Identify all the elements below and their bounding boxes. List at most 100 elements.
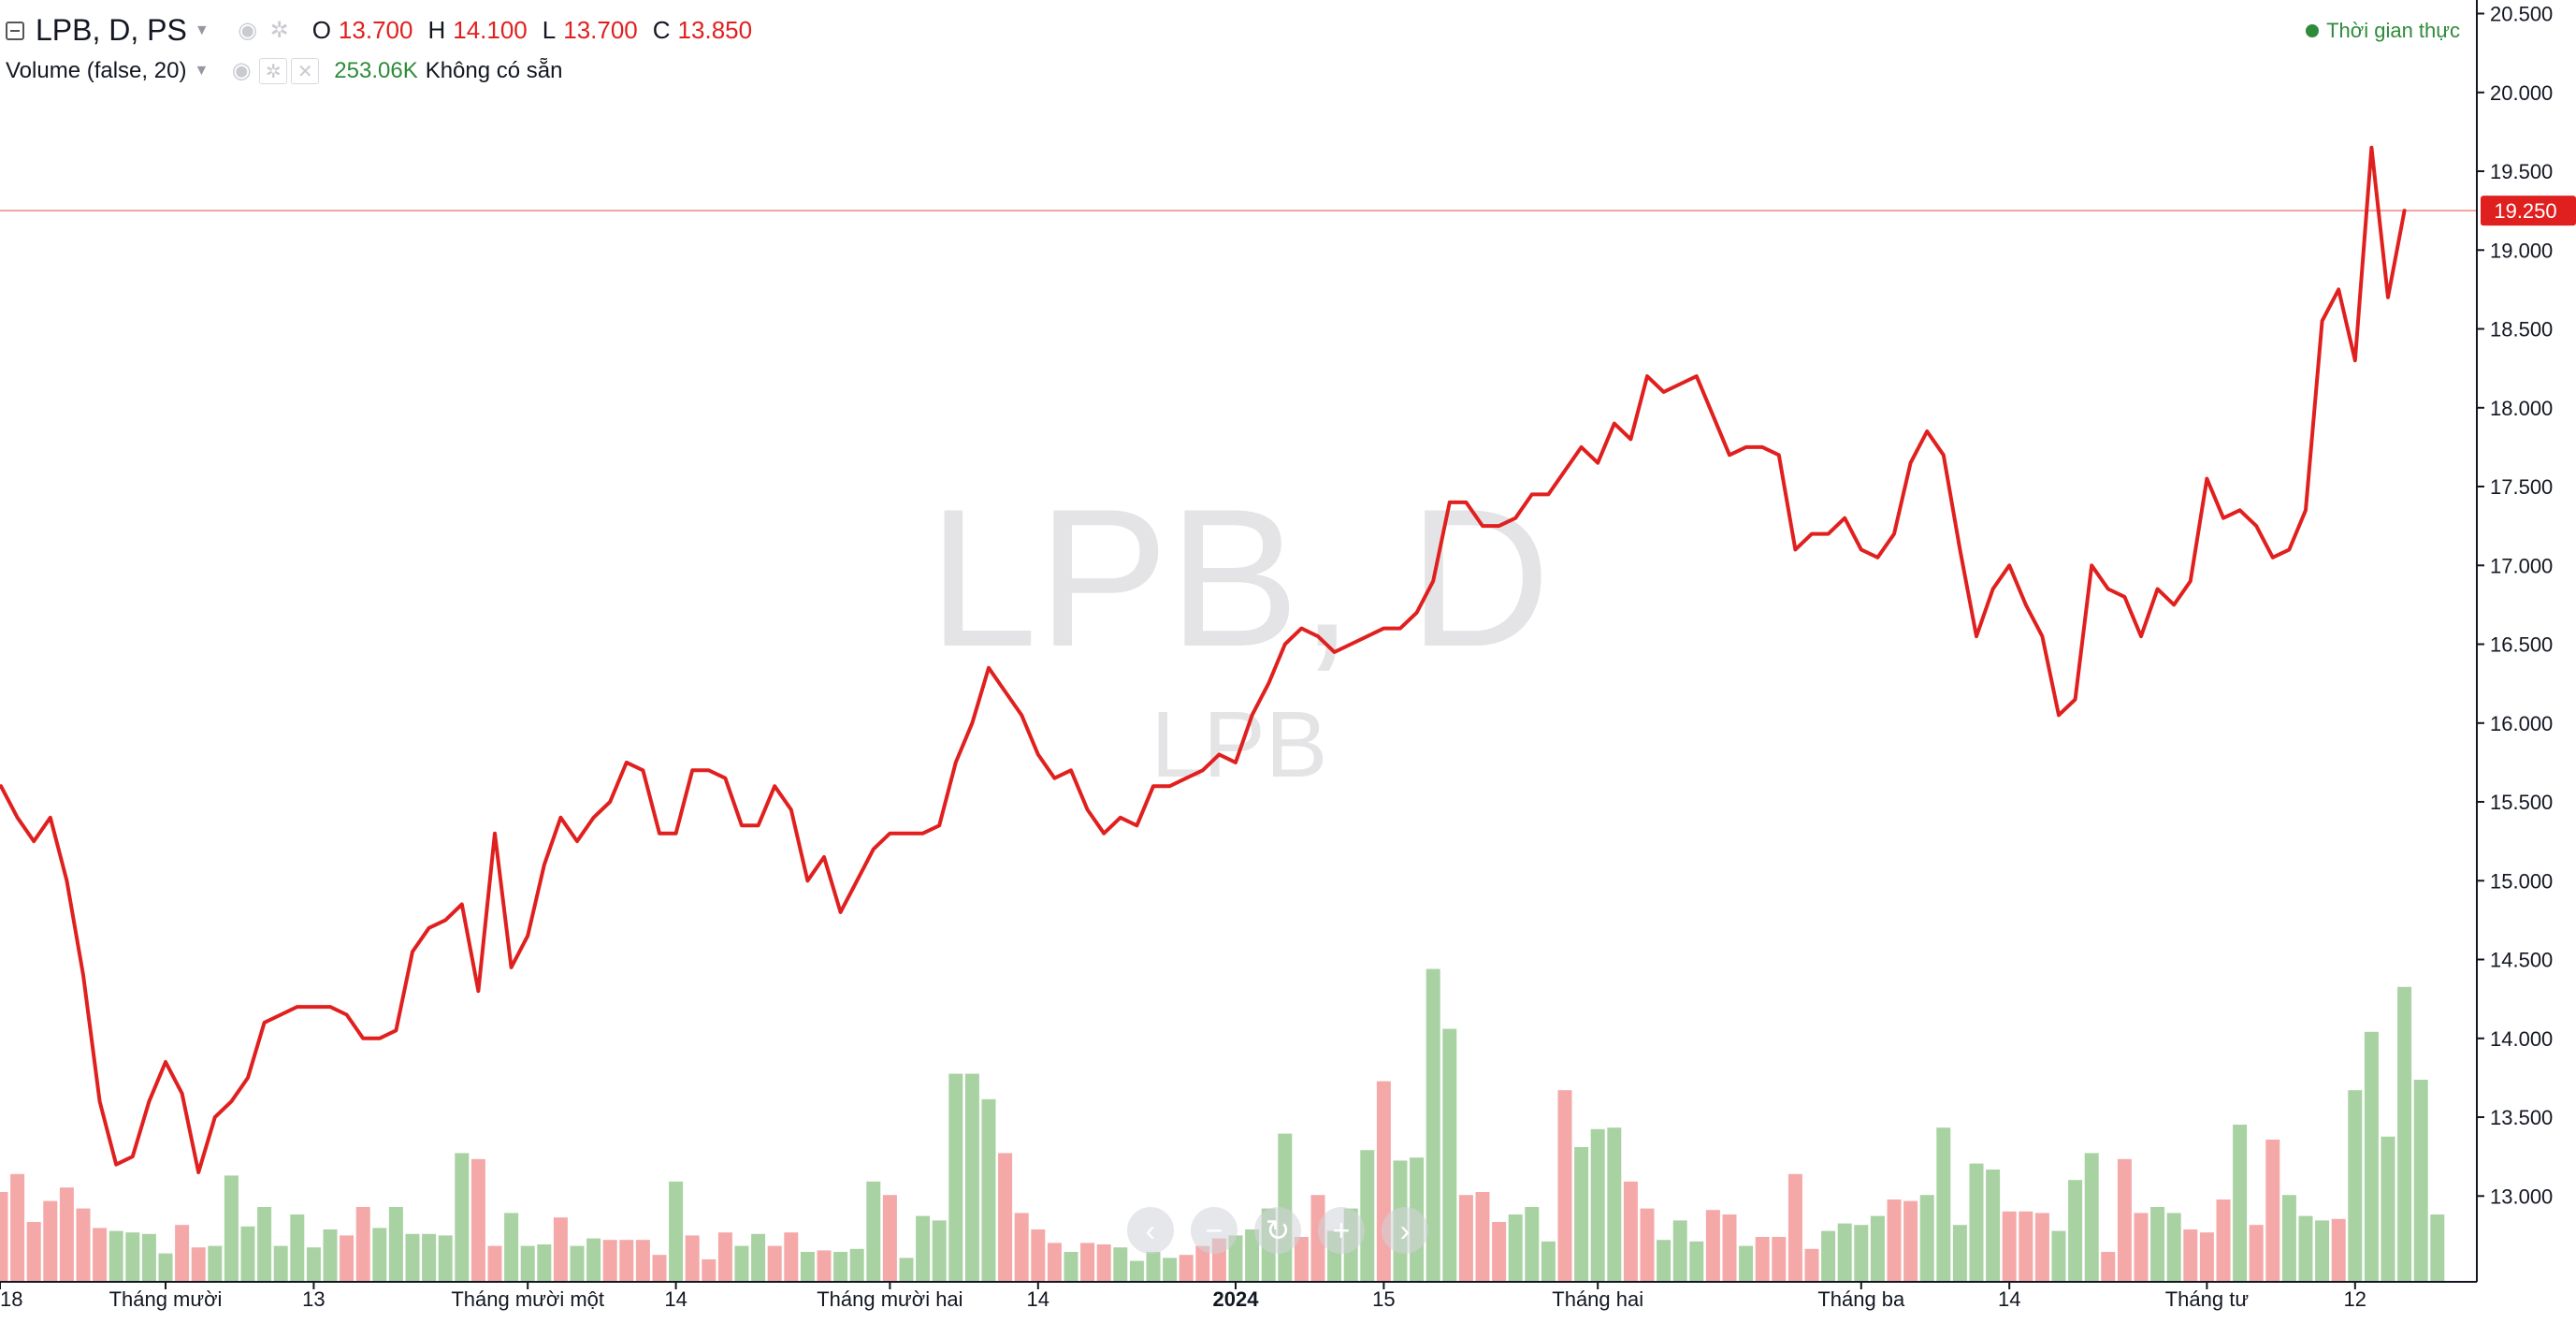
volume-bar xyxy=(1096,1244,1111,1282)
price-tick-label: 17.500 xyxy=(2490,475,2553,499)
time-tick-label: 18 xyxy=(0,1287,22,1311)
volume-bar xyxy=(2199,1232,2214,1282)
caret-down-icon[interactable]: ▼ xyxy=(194,22,210,38)
volume-bar xyxy=(1047,1243,1062,1282)
volume-bar xyxy=(141,1233,156,1282)
time-tick-label: 2024 xyxy=(1213,1287,1260,1311)
volume-bar xyxy=(323,1229,338,1282)
volume-bar xyxy=(2430,1214,2445,1282)
volume-bar xyxy=(1525,1207,1540,1282)
open-label: O xyxy=(311,16,331,44)
volume-bar xyxy=(76,1208,91,1282)
volume-bar xyxy=(767,1245,782,1282)
plus-icon[interactable]: + xyxy=(1318,1207,1365,1254)
close-icon[interactable]: ✕ xyxy=(291,58,320,84)
gear-icon[interactable]: ✲ xyxy=(269,17,289,43)
volume-bar xyxy=(405,1233,420,1282)
volume-title[interactable]: Volume (false, 20) xyxy=(6,58,187,83)
time-tick-label: 14 xyxy=(664,1287,687,1311)
eye-icon[interactable]: ◉ xyxy=(231,58,252,83)
open-value: 13.700 xyxy=(338,16,413,44)
volume-bar xyxy=(964,1073,979,1282)
last-price-value: 19.250 xyxy=(2494,199,2556,223)
time-axis[interactable]: 18 Tháng mười 13 Tháng mười một 14 Tháng mười… xyxy=(0,1282,2366,1311)
time-tick-label: 14 xyxy=(1998,1287,2020,1311)
price-tick-label: 15.500 xyxy=(2490,791,2553,814)
price-tick-label: 19.000 xyxy=(2490,239,2553,262)
collapse-icon[interactable] xyxy=(6,21,24,40)
volume-bar xyxy=(438,1235,453,1282)
volume-bar xyxy=(2150,1207,2165,1282)
volume-bar xyxy=(1360,1150,1375,1282)
volume-bar xyxy=(685,1235,700,1282)
time-tick-label: Tháng hai xyxy=(1552,1287,1643,1311)
chevron-right-icon[interactable]: › xyxy=(1382,1207,1428,1254)
volume-bar xyxy=(2034,1213,2049,1282)
volume-bar xyxy=(1854,1225,1869,1282)
volume-bar xyxy=(882,1195,897,1282)
volume-bar xyxy=(1541,1241,1556,1282)
volume-bar xyxy=(470,1158,485,1282)
chart-navigation: ‹ − ↻ + › xyxy=(1127,1207,1428,1254)
price-line xyxy=(0,145,2407,1174)
volume-bar xyxy=(1672,1220,1687,1282)
volume-bar xyxy=(355,1207,370,1282)
volume-bar xyxy=(586,1238,601,1282)
volume-bar xyxy=(1887,1199,1902,1282)
time-tick-label: Tháng ba xyxy=(1817,1287,1905,1311)
price-tick-label: 20.500 xyxy=(2490,3,2553,26)
volume-bar xyxy=(388,1207,403,1282)
volume-bar xyxy=(717,1232,732,1282)
volume-bar xyxy=(784,1232,799,1282)
volume-bar xyxy=(1425,968,1440,1282)
caret-down-icon[interactable]: ▼ xyxy=(194,63,210,79)
volume-bar xyxy=(570,1245,585,1282)
gear-icon[interactable]: ✲ xyxy=(259,58,288,84)
volume-bar xyxy=(290,1214,305,1282)
reset-icon[interactable]: ↻ xyxy=(1254,1207,1301,1254)
volume-bar xyxy=(2084,1153,2099,1282)
volume-bar xyxy=(59,1187,74,1282)
volume-bar xyxy=(1508,1214,1523,1282)
volume-bar xyxy=(1903,1200,1918,1282)
volume-bar xyxy=(1129,1260,1144,1282)
price-axis[interactable]: 13.000 13.500 14.000 14.500 15.000 15.500 16.0… xyxy=(2477,3,2553,1209)
volume-bar xyxy=(2002,1211,2017,1282)
chevron-left-icon[interactable]: ‹ xyxy=(1127,1207,1174,1254)
volume-bar xyxy=(948,1073,963,1282)
price-tick-label: 16.500 xyxy=(2490,633,2553,657)
volume-bar xyxy=(916,1215,931,1282)
volume-bar xyxy=(2364,1031,2379,1282)
volume-bar xyxy=(1113,1247,1128,1282)
volume-bar xyxy=(734,1245,749,1282)
eye-icon[interactable]: ◉ xyxy=(238,17,258,43)
price-tick-label: 13.000 xyxy=(2490,1185,2553,1208)
volume-bar xyxy=(2331,1218,2346,1282)
volume-bar xyxy=(2183,1229,2198,1282)
volume-bar xyxy=(2265,1140,2280,1282)
volume-bar xyxy=(899,1258,914,1282)
volume-bar xyxy=(340,1235,355,1282)
realtime-indicator: Thời gian thực xyxy=(2306,19,2460,43)
symbol-title[interactable]: LPB, D, PS xyxy=(36,13,187,47)
volume-bar xyxy=(125,1232,140,1282)
high-value: 14.100 xyxy=(453,16,528,44)
minus-icon[interactable]: − xyxy=(1191,1207,1237,1254)
volume-bar xyxy=(1705,1210,1720,1282)
price-tick-label: 17.000 xyxy=(2490,554,2553,577)
volume-bar xyxy=(1080,1243,1095,1282)
volume-bar xyxy=(455,1153,470,1282)
volume-bar xyxy=(800,1252,815,1282)
volume-bar xyxy=(1179,1255,1194,1282)
volume-bar xyxy=(1722,1214,1737,1282)
volume-bar xyxy=(224,1175,239,1282)
time-tick-label: 12 xyxy=(2344,1287,2366,1311)
volume-bar xyxy=(1919,1195,1934,1282)
volume-bar xyxy=(1294,1237,1309,1282)
volume-bar xyxy=(2413,1080,2428,1282)
volume-bar xyxy=(1821,1230,1836,1282)
volume-bar xyxy=(1952,1225,1967,1282)
volume-bar xyxy=(817,1250,832,1282)
